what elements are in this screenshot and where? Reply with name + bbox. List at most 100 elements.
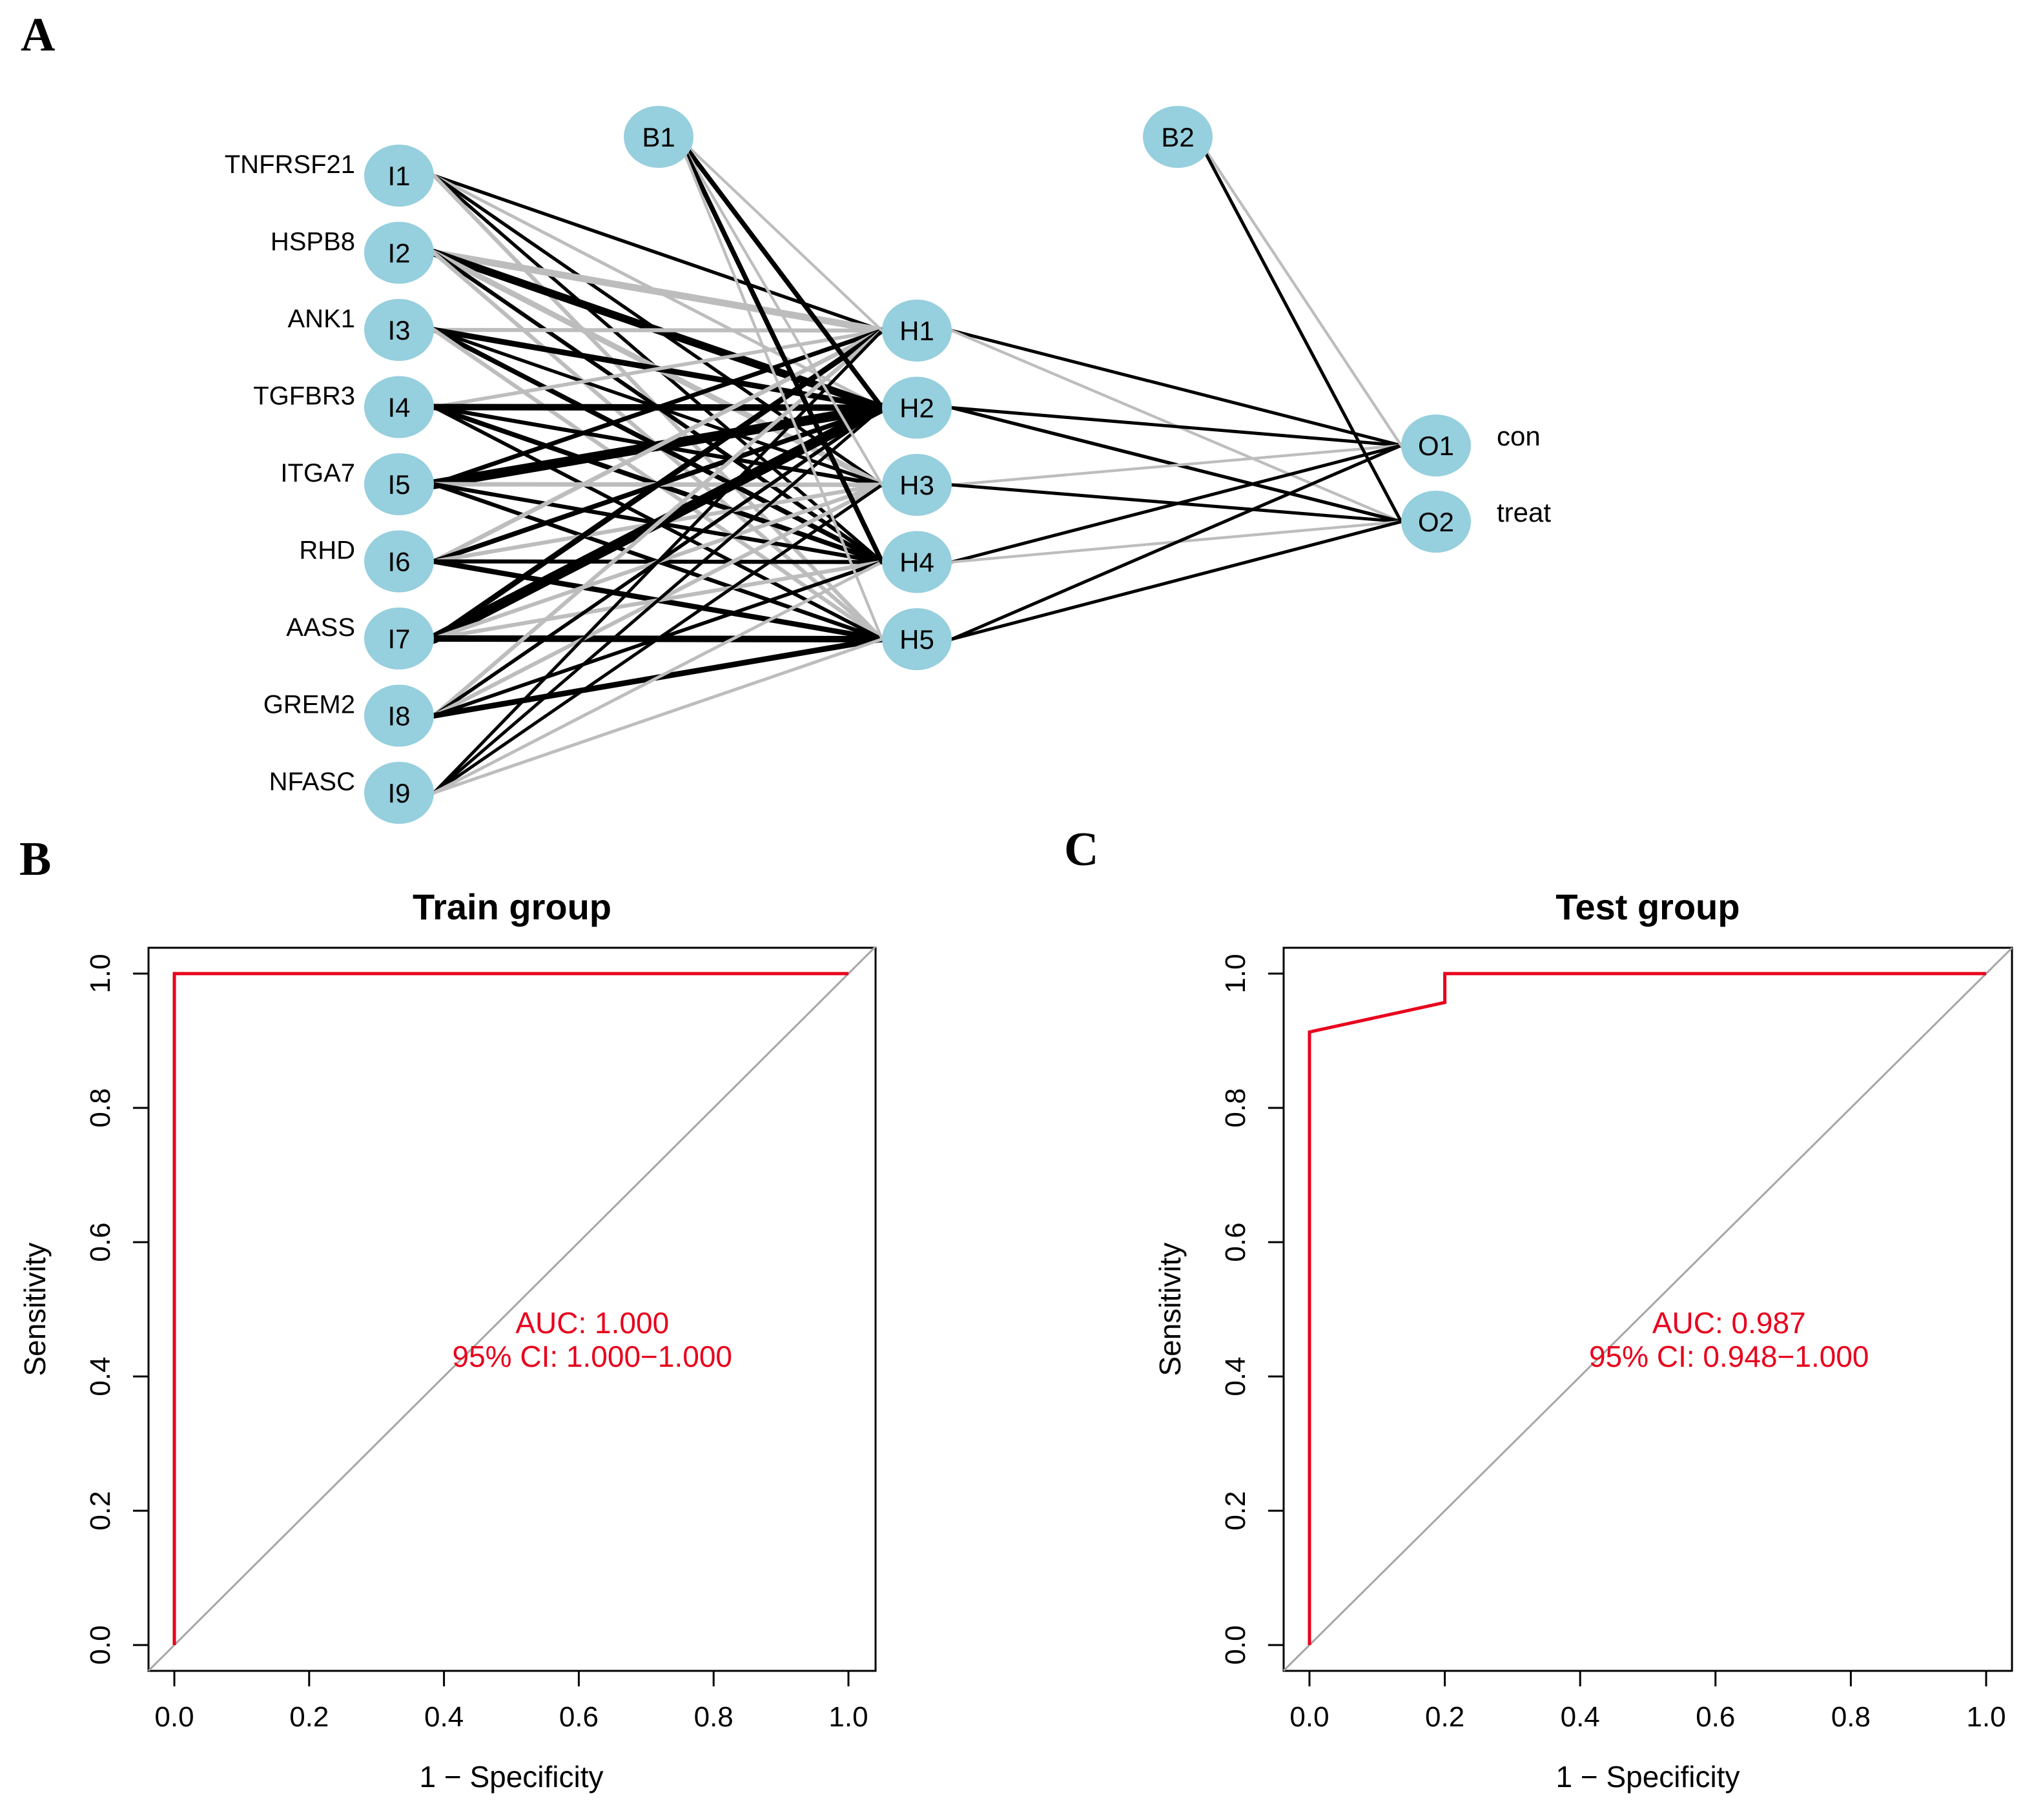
x-tick-label: 1.0 [1966, 1701, 2006, 1733]
x-tick-label: 0.4 [424, 1701, 464, 1733]
x-tick-label: 0.4 [1561, 1701, 1600, 1733]
edge-B1-H5 [676, 135, 884, 641]
chart-title: Test group [1555, 886, 1740, 927]
node-label-H1: H1 [899, 316, 934, 346]
ci-label: 95% CI: 1.000−1.000 [453, 1340, 733, 1373]
panel-letter-b: B [19, 833, 51, 886]
edge-H1-O1 [950, 329, 1403, 447]
edge-B2-O2 [1195, 135, 1403, 524]
node-label-I6: I6 [387, 547, 410, 577]
edge-B1-H1 [676, 135, 884, 332]
gene-label-RHD: RHD [299, 537, 355, 565]
node-label-O1: O1 [1418, 431, 1454, 461]
edge-H5-O2 [950, 520, 1403, 641]
edge-H2-O1 [950, 406, 1403, 447]
node-label-I7: I7 [387, 624, 410, 654]
output-label-treat: treat [1497, 497, 1551, 527]
neural-network-diagram: I1 TNFRSF21 I2 HSPB8 I3 ANK1 I4 TGFBR3 I5 ITGA7 I6… [225, 106, 1551, 824]
panel-letter-a: A [21, 8, 55, 61]
panel-letter-c: C [1064, 823, 1098, 876]
y-tick-label: 1.0 [85, 954, 116, 993]
network-nodes: I1 TNFRSF21 I2 HSPB8 I3 ANK1 I4 TGFBR3 I5 ITGA7 I6… [225, 106, 1551, 824]
edge-I1-H1 [432, 174, 884, 332]
network-edges [429, 134, 1403, 795]
edge-I9-H4 [432, 560, 884, 795]
node-H1 [882, 300, 952, 362]
x-tick-label: 0.6 [1696, 1701, 1735, 1733]
x-tick-label: 0.0 [154, 1701, 194, 1733]
x-tick-label: 1.0 [828, 1701, 868, 1733]
auc-label: AUC: 0.987 [1652, 1306, 1806, 1340]
y-tick-label: 0.4 [85, 1356, 116, 1396]
node-H3 [882, 454, 952, 516]
y-tick-label: 0.6 [85, 1222, 116, 1262]
roc-curve [172, 972, 848, 1645]
node-I6 [364, 530, 434, 593]
edge-B2-O1 [1195, 135, 1403, 447]
roc-train-panel: Train group 0.0 0.2 0.4 0.6 0.8 1.0 1 − Specifi… [18, 886, 877, 1794]
x-tick-label: 0.0 [1289, 1701, 1329, 1733]
node-label-I1: I1 [387, 161, 410, 191]
node-label-B1: B1 [642, 122, 675, 152]
y-tick-label: 0.4 [1220, 1356, 1251, 1396]
node-H4 [882, 531, 952, 593]
roc-test-panel: Test group 0.0 0.2 0.4 0.6 0.8 1.0 1 − Specific… [1153, 886, 2013, 1794]
node-label-I9: I9 [387, 778, 410, 808]
x-tick-label: 0.8 [1831, 1701, 1871, 1733]
node-B1 [624, 106, 693, 168]
node-I2 [364, 221, 434, 284]
y-tick-label: 0.2 [85, 1491, 116, 1530]
node-I7 [364, 608, 434, 670]
node-label-I3: I3 [387, 315, 410, 345]
gene-label-HSPB8: HSPB8 [271, 228, 355, 256]
node-I4 [364, 376, 434, 438]
x-tick-label: 0.2 [1425, 1701, 1464, 1733]
y-tick-label: 1.0 [1220, 954, 1251, 993]
auc-label: AUC: 1.000 [515, 1306, 669, 1340]
y-tick-label: 0.8 [1220, 1088, 1251, 1127]
gene-label-TGFBR3: TGFBR3 [253, 382, 355, 411]
node-I5 [364, 453, 434, 515]
edge-H3-O1 [950, 444, 1403, 487]
y-tick-label: 0.8 [85, 1088, 116, 1127]
plot-frame [1282, 946, 2013, 1672]
edge-B1-H4 [675, 134, 885, 565]
y-axis-title: Sensitivity [1153, 1242, 1187, 1376]
ci-label: 95% CI: 0.948−1.000 [1589, 1340, 1869, 1373]
node-label-I8: I8 [387, 701, 410, 731]
edge-I7-H1 [431, 327, 885, 642]
gene-label-NFASC: NFASC [269, 768, 355, 796]
edge-I9-H5 [432, 637, 884, 795]
node-I8 [364, 684, 434, 747]
node-label-H4: H4 [899, 547, 934, 578]
node-I1 [364, 145, 434, 207]
x-tick-label: 0.2 [289, 1701, 329, 1733]
gene-label-GREM2: GREM2 [263, 691, 355, 719]
node-label-I4: I4 [387, 393, 410, 423]
x-tick-label: 0.8 [694, 1701, 734, 1733]
gene-label-ITGA7: ITGA7 [280, 459, 355, 487]
node-label-H2: H2 [899, 393, 934, 424]
diagonal-reference-line [1282, 947, 2013, 1672]
output-label-con: con [1497, 421, 1541, 451]
y-tick-label: 0.2 [1220, 1491, 1251, 1530]
node-B2 [1143, 106, 1213, 168]
node-I9 [364, 762, 434, 824]
node-label-I5: I5 [387, 469, 410, 500]
y-tick-label: 0.0 [85, 1625, 116, 1664]
node-label-B2: B2 [1161, 122, 1194, 152]
node-H2 [882, 376, 952, 439]
edge-H5-O1 [950, 444, 1403, 641]
gene-label-AASS: AASS [286, 613, 355, 642]
gene-label-ANK1: ANK1 [288, 305, 356, 333]
edge-I9-H3 [432, 483, 884, 795]
gene-label-TNFRSF21: TNFRSF21 [225, 150, 355, 179]
node-label-I2: I2 [387, 238, 410, 269]
node-H5 [882, 608, 952, 670]
node-O2 [1401, 491, 1471, 553]
plot-frame [147, 946, 877, 1672]
node-label-H5: H5 [899, 624, 934, 655]
x-tick-label: 0.6 [559, 1701, 599, 1733]
edge-I8-H1 [431, 328, 885, 718]
